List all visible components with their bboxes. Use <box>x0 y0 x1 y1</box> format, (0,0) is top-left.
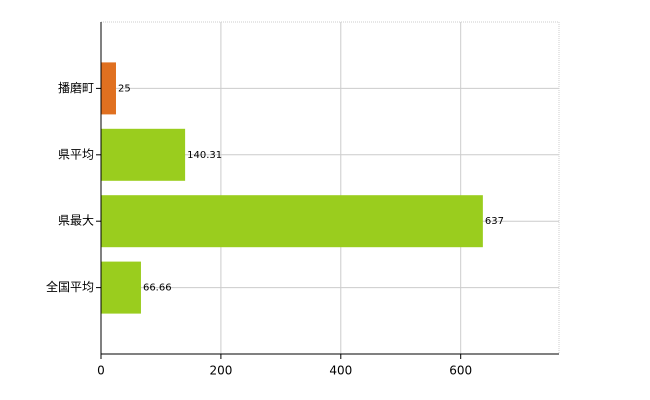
y-tick-label: 県最大 <box>58 214 94 228</box>
bar <box>101 62 116 115</box>
x-tick-label: 600 <box>449 364 472 378</box>
x-tick-label: 200 <box>209 364 232 378</box>
value-label: 66.66 <box>143 283 172 294</box>
y-tick-label: 全国平均 <box>46 279 94 294</box>
bar <box>101 195 483 248</box>
x-tick-label: 400 <box>329 364 352 378</box>
bar <box>101 128 186 181</box>
value-label: 637 <box>485 216 504 227</box>
y-tick-label: 県平均 <box>58 147 94 161</box>
value-label: 25 <box>118 83 131 94</box>
bar <box>101 261 141 314</box>
x-tick-label: 0 <box>97 364 105 378</box>
y-tick-label: 播磨町 <box>58 81 94 95</box>
value-label: 140.31 <box>187 150 222 161</box>
